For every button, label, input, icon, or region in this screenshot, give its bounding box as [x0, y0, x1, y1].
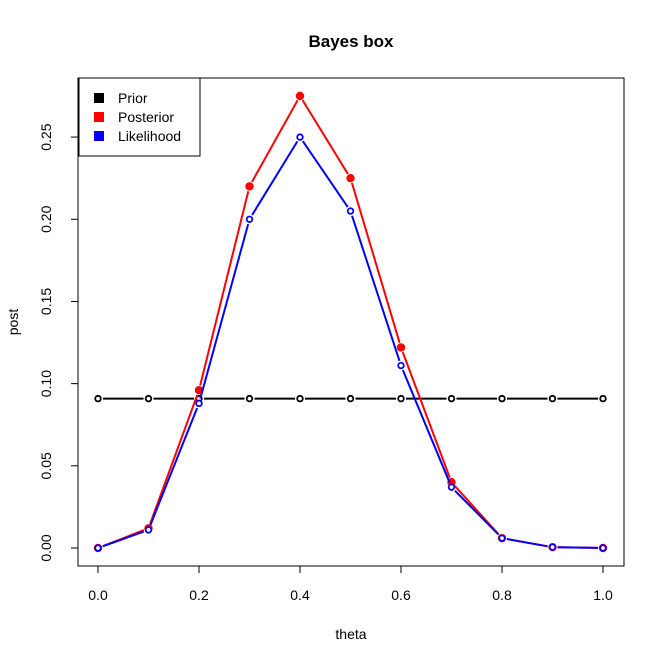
chart-title: Bayes box — [308, 32, 394, 51]
series-segment — [557, 546, 599, 549]
data-point — [548, 394, 557, 403]
legend-label: Posterior — [118, 109, 174, 125]
series-posterior — [93, 91, 608, 553]
y-tick-label: 0.25 — [38, 123, 54, 150]
x-tick-label: 0.6 — [391, 587, 411, 603]
data-point — [346, 173, 355, 183]
data-point — [396, 343, 406, 352]
y-tick-label: 0.15 — [38, 288, 54, 315]
series-segment — [301, 99, 349, 175]
data-point — [599, 544, 607, 552]
series-segment — [351, 215, 401, 362]
series-segment — [199, 191, 250, 386]
y-tick-label: 0.00 — [38, 534, 54, 561]
series-segment — [506, 538, 548, 548]
series-segment — [251, 140, 299, 216]
legend-swatch — [94, 112, 104, 122]
data-point — [144, 526, 153, 534]
data-point — [498, 534, 506, 542]
series-segment — [401, 369, 451, 483]
series-segment — [149, 407, 199, 526]
series-prior — [94, 394, 607, 403]
series-likelihood — [94, 133, 607, 552]
y-tick-label: 0.10 — [38, 370, 54, 397]
series-segment — [199, 223, 250, 399]
x-tick-label: 1.0 — [593, 587, 613, 603]
x-axis-label: theta — [335, 626, 366, 642]
x-tick-label: 0.4 — [290, 587, 310, 603]
data-point — [296, 133, 304, 141]
x-tick-label: 0.8 — [492, 587, 512, 603]
series-segment — [401, 351, 451, 478]
data-point — [245, 394, 254, 403]
series-segment — [251, 99, 299, 183]
legend-swatch — [94, 93, 104, 103]
data-point — [447, 483, 456, 491]
data-point — [94, 544, 102, 552]
data-point — [94, 394, 102, 403]
y-tick-label: 0.20 — [38, 205, 54, 232]
y-axis-label: post — [5, 309, 21, 336]
legend-label: Prior — [118, 90, 148, 106]
data-point — [295, 91, 305, 101]
series-segment — [149, 394, 199, 524]
series-segment — [301, 140, 349, 208]
y-axis: 0.00 0.05 0.10 0.15 0.20 0.25 — [38, 123, 79, 562]
series-layer — [93, 91, 608, 553]
data-point — [245, 215, 254, 223]
x-tick-label: 0.2 — [189, 587, 209, 603]
legend-label: Likelihood — [118, 128, 181, 144]
series-segment — [454, 490, 500, 536]
series-segment — [350, 182, 401, 343]
data-point — [346, 207, 355, 215]
data-point — [548, 543, 557, 551]
legend-swatch — [94, 131, 104, 141]
data-point — [245, 182, 254, 191]
y-tick-label: 0.05 — [38, 452, 54, 479]
data-point — [397, 394, 405, 403]
data-point — [346, 394, 355, 403]
legend: Prior Posterior Likelihood — [78, 77, 201, 157]
data-point — [195, 399, 203, 408]
data-point — [144, 394, 153, 403]
data-point — [296, 394, 304, 403]
data-point — [599, 394, 607, 403]
x-tick-label: 0.0 — [88, 587, 108, 603]
data-point — [498, 394, 506, 403]
series-segment — [102, 530, 145, 548]
data-point — [447, 394, 456, 403]
data-point — [397, 361, 405, 370]
x-axis: 0.0 0.2 0.4 0.6 0.8 1.0 — [88, 565, 613, 603]
